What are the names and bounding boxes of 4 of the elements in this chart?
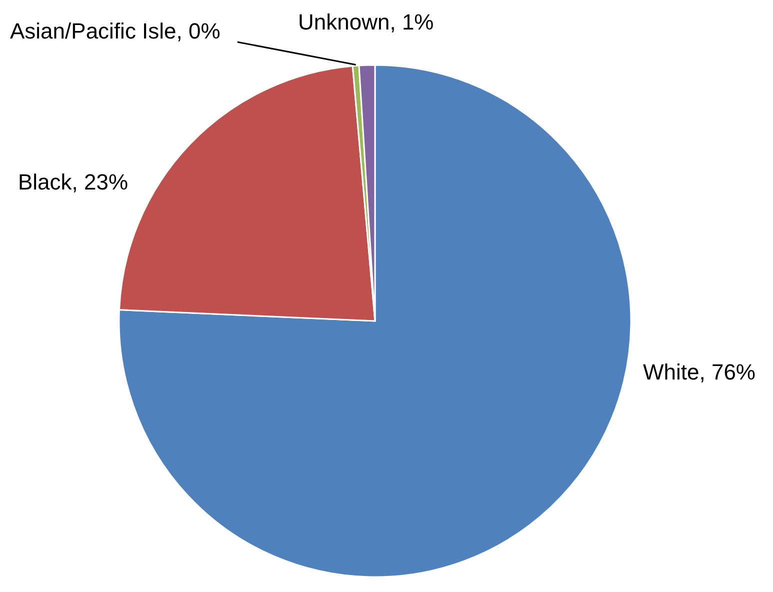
- slice-label: White, 76%: [643, 360, 756, 384]
- slice-label: Asian/Pacific Isle, 0%: [10, 18, 220, 44]
- slice-label: Black, 23%: [18, 170, 128, 194]
- slice-label: Unknown, 1%: [298, 10, 434, 34]
